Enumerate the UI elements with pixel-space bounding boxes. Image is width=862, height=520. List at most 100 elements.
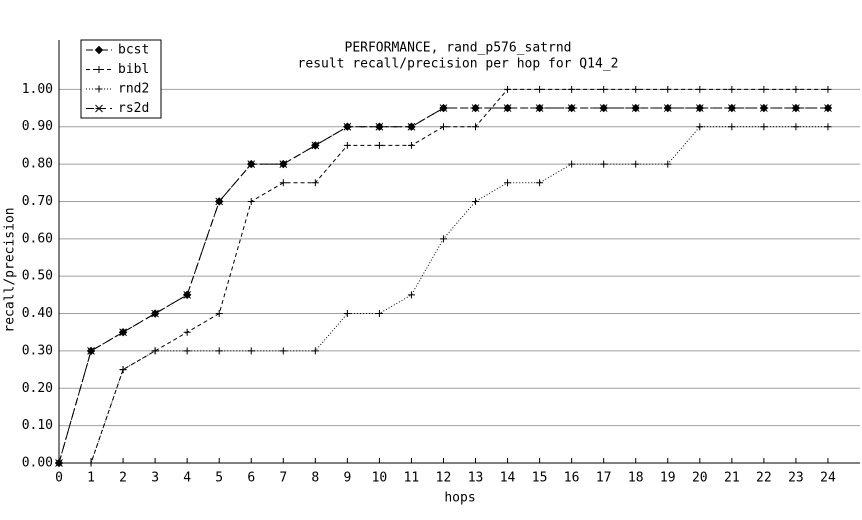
marker: [343, 310, 351, 318]
x-tick-label: 2: [119, 471, 127, 486]
marker: [663, 104, 672, 112]
marker: [343, 122, 352, 131]
x-tick-label: 20: [692, 471, 708, 486]
marker: [536, 179, 544, 187]
y-tick-label: 0.60: [22, 231, 53, 246]
x-tick-label: 12: [436, 471, 452, 486]
marker: [183, 347, 191, 355]
marker: [504, 179, 512, 187]
x-tick-label: 7: [279, 471, 287, 486]
marker: [600, 85, 608, 93]
y-tick-label: 0.80: [22, 157, 53, 172]
marker: [824, 104, 832, 112]
x-tick-label: 14: [500, 471, 516, 486]
marker: [696, 123, 704, 131]
x-tick-label: 1: [87, 471, 95, 486]
marker: [407, 141, 415, 149]
y-tick-label: 1.00: [22, 82, 53, 97]
x-tick-label: 13: [468, 471, 484, 486]
marker: [632, 85, 640, 93]
marker: [151, 347, 159, 355]
marker: [87, 459, 95, 467]
marker: [792, 123, 800, 131]
x-tick-label: 11: [404, 471, 420, 486]
marker: [568, 85, 576, 93]
marker: [95, 104, 103, 113]
legend: bcst bibl rnd2 rs2d: [80, 39, 162, 119]
x-tick-label: 24: [820, 471, 836, 486]
marker: [535, 104, 544, 112]
chart-title: PERFORMANCE, rand_p576_satrnd: [345, 41, 572, 56]
marker: [792, 85, 800, 93]
marker: [439, 235, 447, 243]
x-tick-label: 9: [343, 471, 351, 486]
marker: [215, 197, 224, 206]
marker: [472, 197, 480, 205]
series-line: [59, 126, 828, 464]
marker: [375, 122, 384, 131]
marker: [407, 122, 416, 131]
marker: [119, 366, 127, 374]
marker: [279, 347, 287, 355]
marker: [247, 160, 256, 168]
marker: [183, 328, 191, 336]
marker: [632, 160, 640, 168]
y-tick-label: 0.90: [22, 119, 53, 134]
marker: [599, 104, 608, 112]
legend-box: [80, 39, 162, 119]
legend-label: bibl: [118, 62, 149, 77]
marker: [600, 160, 608, 168]
y-tick-label: 0.10: [22, 418, 53, 433]
marker: [311, 141, 320, 150]
marker: [151, 309, 159, 318]
marker: [664, 85, 672, 93]
marker: [760, 85, 768, 93]
chart-subtitle: result recall/precision per hop for Q14_…: [298, 57, 619, 72]
x-tick-label: 10: [372, 471, 388, 486]
marker: [696, 85, 704, 93]
x-tick-label: 15: [532, 471, 548, 486]
legend-label: rnd2: [118, 82, 149, 97]
y-tick-label: 0.00: [22, 456, 53, 471]
x-tick-label: 19: [660, 471, 676, 486]
x-tick-label: 23: [788, 471, 804, 486]
marker: [247, 347, 255, 355]
x-tick-label: 17: [596, 471, 612, 486]
marker: [183, 291, 192, 299]
marker: [664, 160, 672, 168]
marker: [95, 85, 103, 93]
marker: [727, 104, 736, 112]
marker: [343, 141, 351, 149]
marker: [215, 347, 223, 355]
x-tick-label: 18: [628, 471, 644, 486]
marker: [279, 179, 287, 187]
y-tick-label: 0.20: [22, 381, 53, 396]
marker: [439, 104, 448, 112]
marker: [503, 104, 512, 112]
marker: [760, 123, 768, 131]
marker: [407, 291, 415, 299]
x-tick-label: 6: [247, 471, 255, 486]
marker: [728, 85, 736, 93]
marker: [94, 45, 104, 55]
y-axis-label: recall/precision: [3, 207, 18, 332]
marker: [472, 123, 480, 131]
marker: [824, 85, 832, 93]
marker: [631, 104, 640, 112]
marker: [824, 123, 832, 131]
marker: [536, 85, 544, 93]
marker: [311, 347, 319, 355]
marker: [119, 328, 127, 337]
x-tick-label: 8: [311, 471, 319, 486]
y-tick-label: 0.50: [22, 269, 53, 284]
series-line: [58, 107, 828, 464]
legend-label: rs2d: [118, 101, 149, 116]
series-line: [58, 107, 828, 464]
x-tick-label: 16: [564, 471, 580, 486]
y-tick-label: 0.30: [22, 343, 53, 358]
marker: [375, 310, 383, 318]
marker: [375, 141, 383, 149]
marker: [247, 197, 255, 205]
marker: [792, 104, 800, 112]
